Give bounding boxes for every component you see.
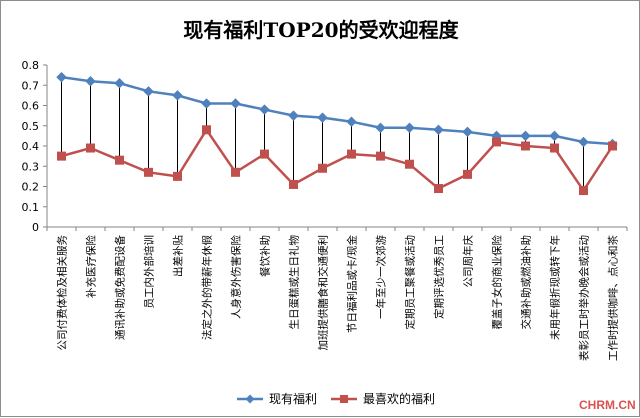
data-point [376,151,385,161]
series-line [61,127,614,193]
data-point [579,186,588,196]
legend-label: 现有福利 [269,391,317,406]
x-tick-label: 通讯补助或免费配设备 [114,235,127,340]
x-tick-label: 餐饮补助 [259,235,272,277]
data-point [86,143,95,153]
data-point [405,159,414,169]
data-point [317,112,328,123]
x-tick-label: 定期评选优秀员工 [433,235,446,319]
watermark: CHRM.CN [579,398,636,412]
x-tick-label: 法定之外的带薪年休假 [201,235,214,340]
x-tick-label: 补充医疗保险 [85,235,98,298]
data-point [173,171,182,181]
legend-marker [245,394,255,404]
y-tick-label: 0 [32,221,39,234]
data-point [144,167,153,177]
series-favorite-benefits [57,125,617,196]
data-point [462,126,473,138]
x-tick-label: 公司周年庆 [462,235,475,288]
data-point [578,136,589,148]
x-tick-label: 表彰员工时举办晚会或活动 [578,235,591,361]
y-tick-label: 0.8 [22,59,40,72]
x-axis-labels: 公司付费体检及相关服务 补充医疗保险 通讯补助或免费配设备 员工内外部培训 出差补贴 法定… [56,235,620,361]
data-point [288,110,299,121]
data-point [202,125,211,135]
y-tick-label: 0.2 [22,181,40,194]
data-point [259,104,270,115]
data-point [85,75,96,87]
series-line [61,75,613,146]
data-point [143,86,154,97]
drop-lines [61,77,613,191]
x-tick-label: 公司付费体检及相关服务 [56,235,69,351]
y-tick-label: 0.4 [22,140,40,153]
x-tick-label: 节日福利品或卡/现金 [346,235,359,334]
legend: 现有福利 最喜欢的福利 [237,391,435,406]
legend-item: 最喜欢的福利 [331,391,435,406]
data-point [521,141,530,151]
data-point [318,163,327,173]
data-point [260,149,269,159]
data-point [549,130,560,142]
y-tick-label: 0.3 [22,160,40,173]
x-tick-label: 员工内外部培训 [143,235,156,309]
data-point [550,143,559,153]
x-tick-label: 人身意外伤害保险 [230,235,243,319]
y-tick-label: 0.1 [22,201,40,214]
y-tick-label: 0.5 [22,120,40,133]
x-tick-label: 生日蛋糕或生日礼物 [288,235,301,330]
data-point [172,90,183,101]
x-tick-label: 定期员工聚餐或活动 [404,235,417,330]
data-point [375,122,386,133]
series-layer [56,71,618,196]
legend-marker [340,395,348,403]
data-point [434,184,443,194]
data-point [463,169,472,179]
data-point [114,78,125,89]
data-point [201,98,212,109]
data-point [433,124,444,136]
chart-axes: 0 0.1 0.2 0.3 0.4 0.5 0.6 0.7 0.8 [22,59,628,234]
data-point [520,130,531,142]
x-tick-label: 未用年假折现或转下年 [549,235,562,340]
y-tick-label: 0.6 [22,100,40,113]
x-tick-label: 出差补贴 [172,235,185,277]
data-point [347,149,356,159]
data-point [492,137,501,147]
y-tick-label: 0.7 [22,79,40,92]
data-point [230,98,241,109]
data-point [346,116,357,127]
legend-item: 现有福利 [237,391,317,406]
data-point [289,179,298,189]
data-point [56,71,67,83]
x-tick-label: 工作时提供咖啡、点心和茶 [607,235,620,361]
x-tick-label: 覆盖子女的商业保险 [491,235,504,330]
data-point [404,122,415,133]
series-current-benefits [56,71,618,150]
data-point [608,141,617,151]
data-point [57,151,66,161]
data-point [231,167,240,177]
legend-label: 最喜欢的福利 [363,391,435,406]
chart-title: 现有福利TOP20的受欢迎程度 [183,18,459,42]
data-point [115,155,124,165]
x-tick-label: 一年至少一次郊游 [375,235,388,319]
x-tick-label: 加班提供膳食和交通便利 [317,235,330,351]
x-tick-label: 交通补助或燃油补助 [520,235,533,330]
